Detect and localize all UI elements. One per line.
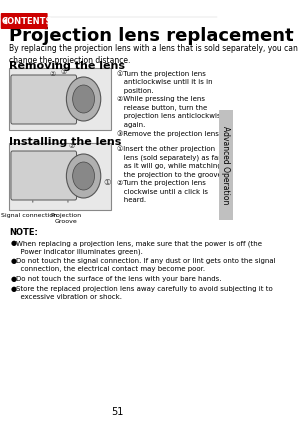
Circle shape bbox=[66, 77, 101, 121]
Circle shape bbox=[73, 85, 94, 113]
Text: By replacing the projection lens with a lens that is sold separately, you can
ch: By replacing the projection lens with a … bbox=[9, 44, 298, 65]
Text: Store the replaced projection lens away carefully to avoid subjecting it to
  ex: Store the replaced projection lens away … bbox=[16, 286, 272, 300]
FancyBboxPatch shape bbox=[9, 68, 111, 130]
Text: When replacing a projection lens, make sure that the power is off (the
  Power i: When replacing a projection lens, make s… bbox=[16, 240, 262, 255]
Text: ①: ① bbox=[61, 69, 67, 75]
FancyBboxPatch shape bbox=[1, 13, 48, 29]
Text: Signal connection: Signal connection bbox=[1, 213, 57, 218]
Text: Do not touch the signal connection. If any dust or lint gets onto the signal
  c: Do not touch the signal connection. If a… bbox=[16, 258, 275, 272]
Text: ①Turn the projection lens
   anticlockwise until it is in
   position.
②While pr: ①Turn the projection lens anticlockwise … bbox=[117, 70, 225, 137]
Text: Projection
Groove: Projection Groove bbox=[50, 213, 81, 224]
Text: ●: ● bbox=[11, 286, 17, 292]
Polygon shape bbox=[3, 17, 7, 25]
Text: Advanced Operation: Advanced Operation bbox=[221, 126, 230, 204]
Circle shape bbox=[66, 154, 101, 198]
Text: ●: ● bbox=[11, 276, 17, 282]
Text: Projection lens replacement: Projection lens replacement bbox=[9, 27, 294, 45]
Text: ②: ② bbox=[69, 143, 75, 149]
Text: 51: 51 bbox=[111, 407, 123, 417]
Text: ①: ① bbox=[103, 178, 111, 187]
FancyBboxPatch shape bbox=[11, 151, 76, 200]
Text: Installing the lens: Installing the lens bbox=[9, 137, 122, 147]
Text: NOTE:: NOTE: bbox=[9, 228, 38, 237]
Text: Removing the lens: Removing the lens bbox=[9, 61, 125, 71]
FancyBboxPatch shape bbox=[219, 110, 233, 220]
Text: ●: ● bbox=[11, 258, 17, 264]
Text: CONTENTS: CONTENTS bbox=[1, 17, 52, 26]
Text: ②: ② bbox=[50, 71, 56, 77]
Text: Do not touch the surface of the lens with your bare hands.: Do not touch the surface of the lens wit… bbox=[16, 276, 221, 282]
Text: ●: ● bbox=[11, 240, 17, 246]
Circle shape bbox=[73, 162, 94, 190]
FancyBboxPatch shape bbox=[11, 75, 76, 124]
Text: ①Insert the other projection
   lens (sold separately) as far
   as it will go, : ①Insert the other projection lens (sold … bbox=[117, 145, 224, 203]
FancyBboxPatch shape bbox=[9, 143, 111, 210]
